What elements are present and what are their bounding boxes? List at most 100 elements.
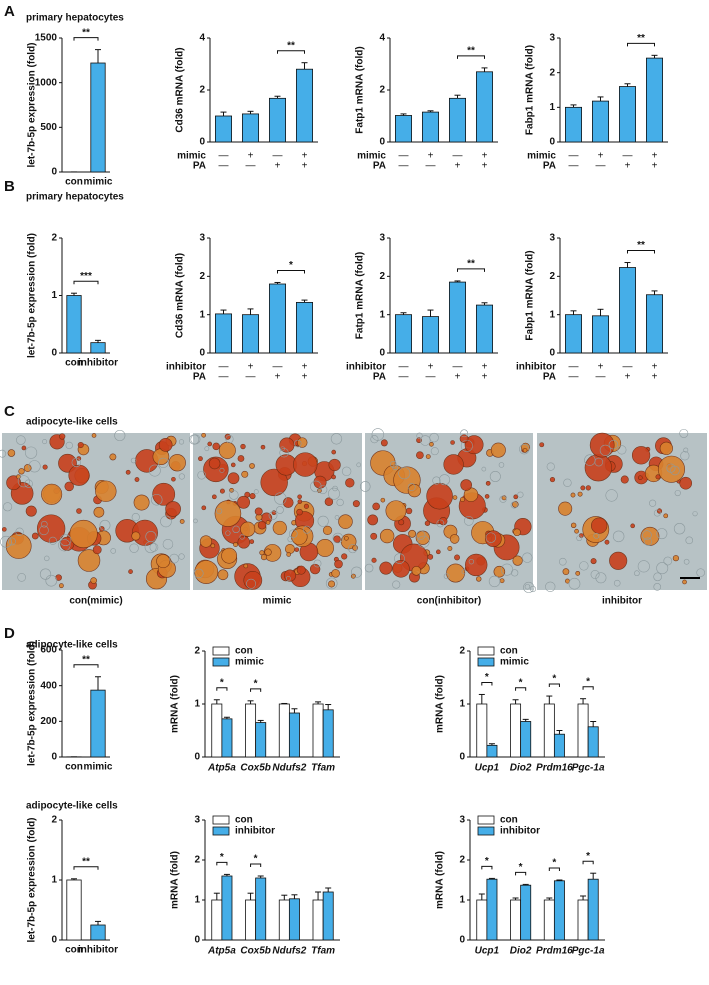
lipid-droplet bbox=[484, 494, 490, 499]
lipid-droplet bbox=[58, 583, 64, 589]
bar bbox=[476, 899, 488, 941]
condition-sign: + bbox=[482, 372, 488, 383]
condition-sign: + bbox=[652, 161, 658, 172]
x-tick-label: Prdm16 bbox=[536, 763, 573, 774]
error-bar bbox=[274, 281, 281, 284]
lipid-droplet bbox=[562, 568, 570, 575]
cell-texture bbox=[313, 559, 322, 568]
error-bar bbox=[325, 887, 332, 892]
cell-texture bbox=[683, 447, 689, 453]
lipid-droplet bbox=[227, 472, 240, 485]
cell-texture bbox=[685, 536, 694, 545]
y-tick-label: 2 bbox=[51, 233, 57, 244]
cell-texture bbox=[673, 523, 686, 535]
lipid-droplet bbox=[243, 571, 263, 590]
lipid-droplet bbox=[460, 479, 472, 491]
bar bbox=[66, 879, 82, 941]
y-tick-label: 2 bbox=[194, 855, 200, 866]
cell-texture bbox=[341, 466, 352, 477]
cell-texture bbox=[359, 481, 371, 492]
lipid-droplet bbox=[297, 494, 302, 500]
cell-texture bbox=[605, 489, 618, 502]
cell-texture bbox=[608, 439, 619, 450]
cell-texture bbox=[579, 561, 589, 571]
lipid-droplet bbox=[249, 463, 255, 469]
y-tick-label: 0 bbox=[199, 348, 205, 359]
significance-bracket bbox=[277, 50, 305, 54]
condition-sign: + bbox=[652, 151, 658, 162]
image-caption: con(mimic) bbox=[69, 596, 122, 607]
legend-label: con bbox=[235, 646, 253, 657]
cell-texture bbox=[653, 509, 661, 517]
condition-sign: — bbox=[246, 161, 256, 172]
y-tick-label: 500 bbox=[40, 122, 57, 133]
lipid-droplet bbox=[237, 495, 251, 509]
cell-texture bbox=[529, 585, 537, 593]
bar bbox=[619, 86, 637, 143]
significance-bracket bbox=[627, 42, 655, 47]
y-axis-label: Fatp1 mRNA (fold) bbox=[355, 46, 366, 133]
bar bbox=[421, 316, 439, 354]
lipid-droplet bbox=[152, 482, 176, 506]
lipid-droplet bbox=[286, 552, 291, 557]
lipid-droplet bbox=[93, 506, 105, 518]
lipid-droplet bbox=[23, 464, 32, 472]
lipid-droplet bbox=[574, 528, 579, 534]
lipid-droplet bbox=[229, 487, 234, 493]
lipid-droplet bbox=[249, 539, 255, 544]
micrograph bbox=[189, 432, 363, 590]
lipid-droplet bbox=[210, 543, 216, 549]
cell-texture bbox=[58, 539, 71, 552]
cell-texture bbox=[364, 563, 374, 573]
bar bbox=[90, 342, 106, 354]
error-bar bbox=[597, 96, 604, 102]
condition-sign: + bbox=[302, 362, 308, 373]
lipid-droplet bbox=[134, 477, 140, 482]
bar bbox=[90, 62, 106, 173]
y-axis-label: Cd36 mRNA (fold) bbox=[175, 253, 186, 338]
cell-texture bbox=[279, 448, 289, 458]
cell-texture bbox=[429, 432, 439, 443]
lipid-droplet bbox=[171, 476, 176, 482]
bar bbox=[90, 924, 106, 941]
panel-label: B bbox=[4, 178, 15, 195]
error-bar bbox=[274, 95, 281, 99]
lipid-droplet bbox=[237, 536, 251, 549]
lipid-droplet bbox=[427, 554, 434, 560]
y-tick-label: 1 bbox=[379, 309, 385, 320]
condition-sign: + bbox=[248, 362, 254, 373]
lipid-droplet bbox=[241, 470, 249, 478]
lipid-droplet bbox=[240, 443, 246, 450]
cell-texture bbox=[432, 476, 441, 485]
cell-texture bbox=[584, 454, 596, 466]
y-axis-label: let-7b-5p expression (fold) bbox=[27, 817, 38, 942]
error-bar bbox=[590, 872, 597, 880]
x-tick-label: inhibitor bbox=[78, 945, 118, 956]
lipid-droplet bbox=[92, 545, 102, 555]
bar bbox=[322, 891, 334, 941]
cell-texture bbox=[407, 483, 416, 492]
lipid-droplet bbox=[296, 565, 306, 575]
bar bbox=[592, 100, 610, 143]
lipid-droplet bbox=[424, 520, 431, 526]
y-tick-label: 2 bbox=[194, 646, 200, 657]
cell-texture bbox=[595, 572, 607, 584]
lipid-droplet bbox=[168, 454, 186, 472]
y-axis-label: Fabp1 mRNA (fold) bbox=[525, 45, 536, 135]
condition-sign: + bbox=[275, 161, 281, 172]
legend-swatch bbox=[212, 657, 230, 667]
lipid-droplet bbox=[212, 494, 217, 500]
cell-texture bbox=[15, 527, 24, 536]
cell-texture bbox=[131, 513, 140, 522]
bar bbox=[211, 703, 223, 758]
cell-texture bbox=[114, 429, 126, 442]
y-tick-label: 3 bbox=[549, 33, 555, 44]
error-bar bbox=[247, 700, 254, 704]
cell-texture bbox=[481, 466, 487, 472]
lipid-droplet bbox=[260, 444, 266, 450]
lipid-droplet bbox=[590, 558, 597, 565]
lipid-droplet bbox=[265, 520, 271, 525]
x-tick-label: Cox5b bbox=[240, 946, 271, 957]
lipid-droplet bbox=[322, 525, 333, 535]
lipid-droplet bbox=[620, 475, 629, 484]
